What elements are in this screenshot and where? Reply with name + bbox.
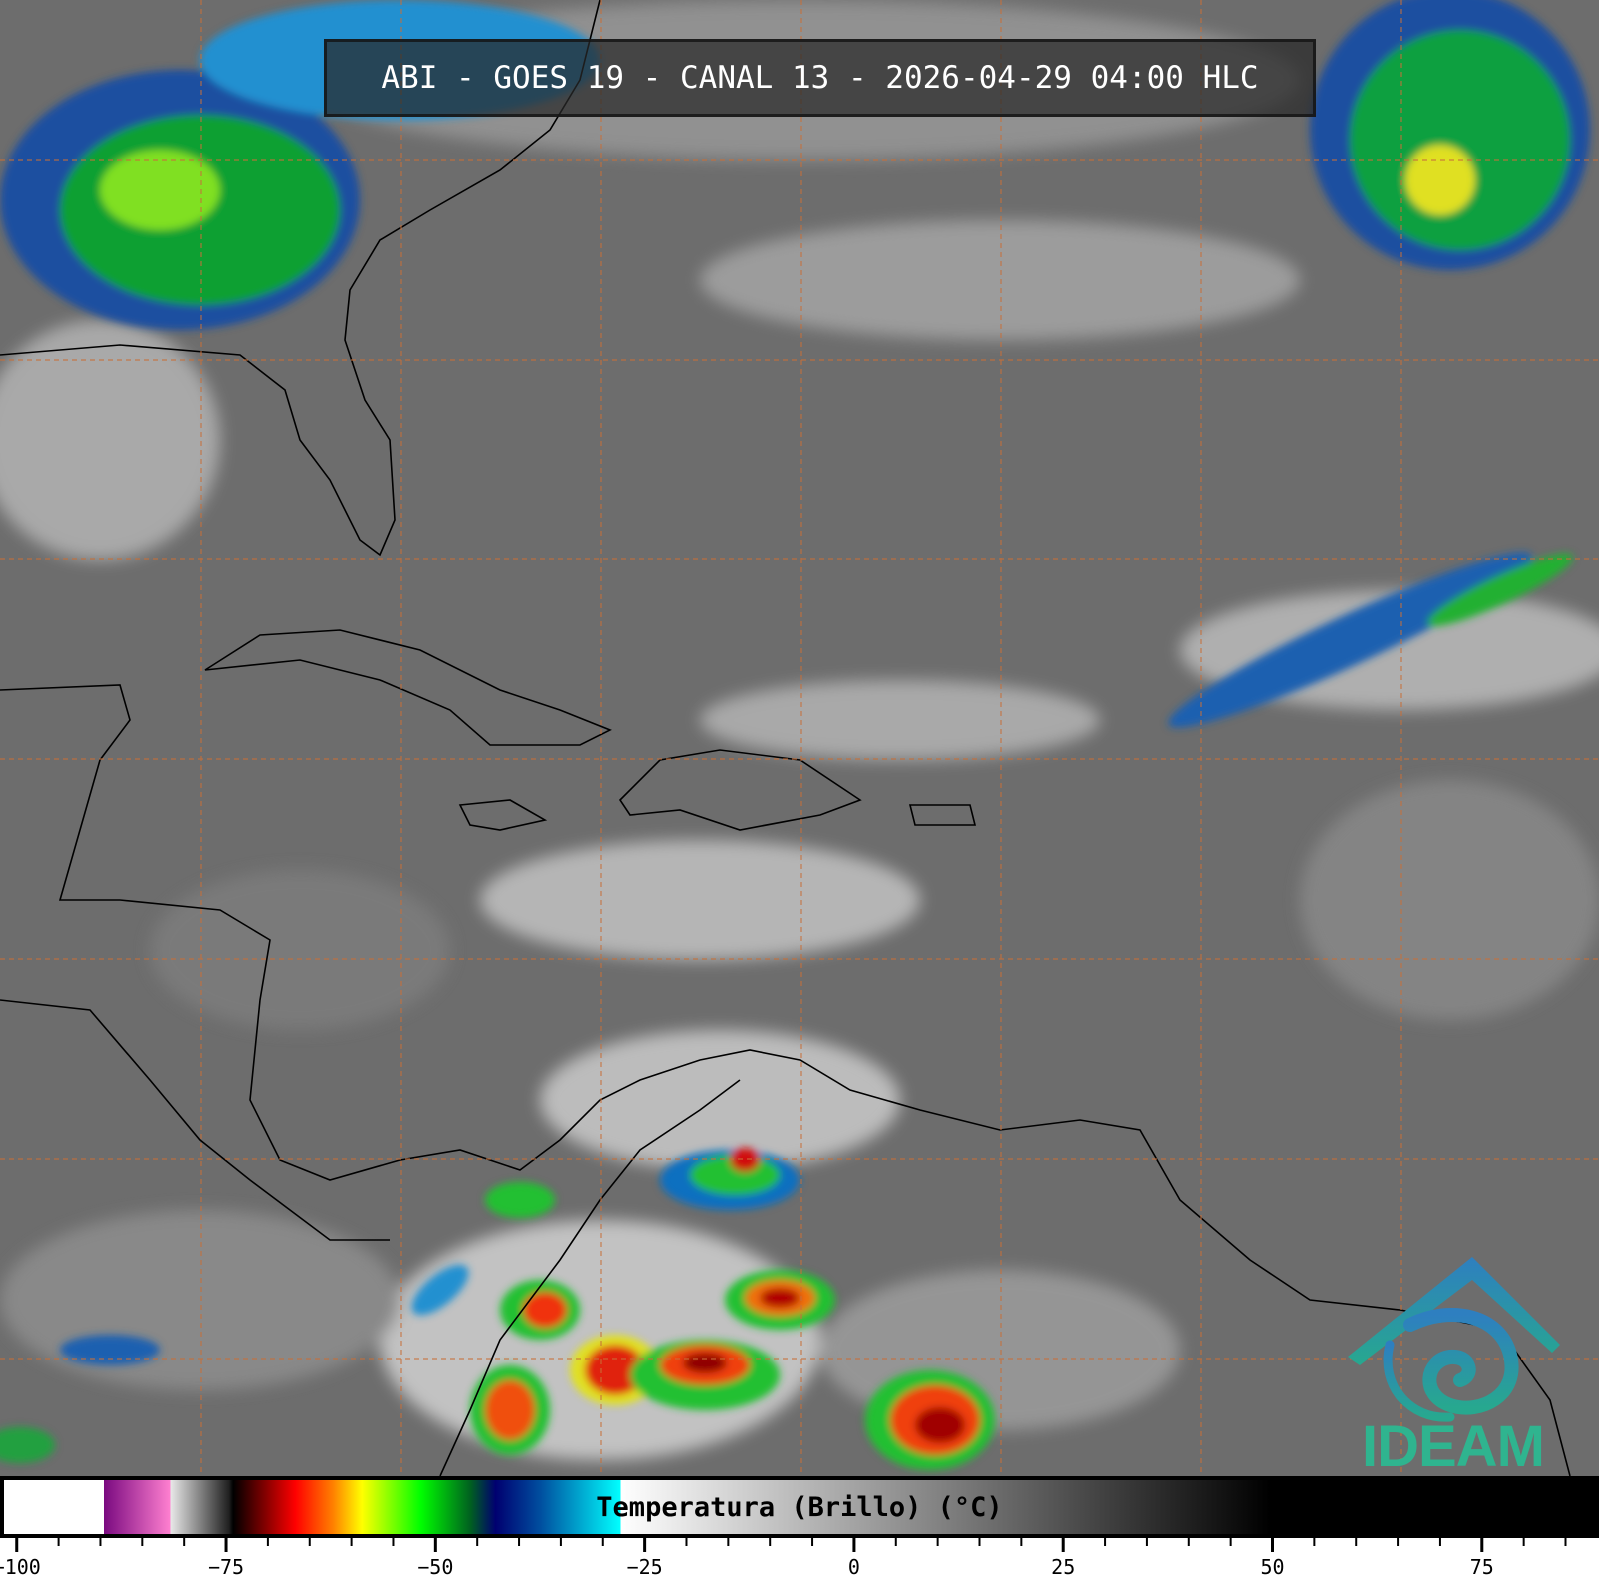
tick-label: 25 [1051, 1555, 1075, 1577]
ideam-logo-text: IDEAM [1362, 1414, 1545, 1479]
tick-label: 75 [1470, 1555, 1494, 1577]
tick-label: −75 [208, 1555, 244, 1577]
tick-label: −50 [417, 1555, 453, 1577]
colorbar-gradient [0, 1476, 1599, 1538]
colorbar-axis: −100 −75 −50 −25 0 25 50 75 [0, 1538, 1567, 1577]
colorbar-legend: Temperatura (Brillo) (°C) −100 −75 −50 −25 0… [0, 1476, 1599, 1577]
coastlines [0, 0, 1571, 1476]
lat-lon-grid [0, 0, 1599, 1476]
image-title: ABI - GOES 19 - CANAL 13 - 2026-04-29 04… [381, 60, 1259, 96]
tick-label: 0 [848, 1555, 860, 1577]
tick-label: −25 [627, 1555, 663, 1577]
title-banner: ABI - GOES 19 - CANAL 13 - 2026-04-29 04… [324, 39, 1316, 117]
satellite-image-map [0, 0, 1599, 1476]
ideam-logo-icon [1348, 1257, 1560, 1422]
tick-label: −100 [0, 1555, 41, 1577]
tick-label: 50 [1260, 1555, 1284, 1577]
cold-cloud-tops [0, 0, 1590, 1470]
colorbar-label: Temperatura (Brillo) (°C) [596, 1491, 1003, 1523]
